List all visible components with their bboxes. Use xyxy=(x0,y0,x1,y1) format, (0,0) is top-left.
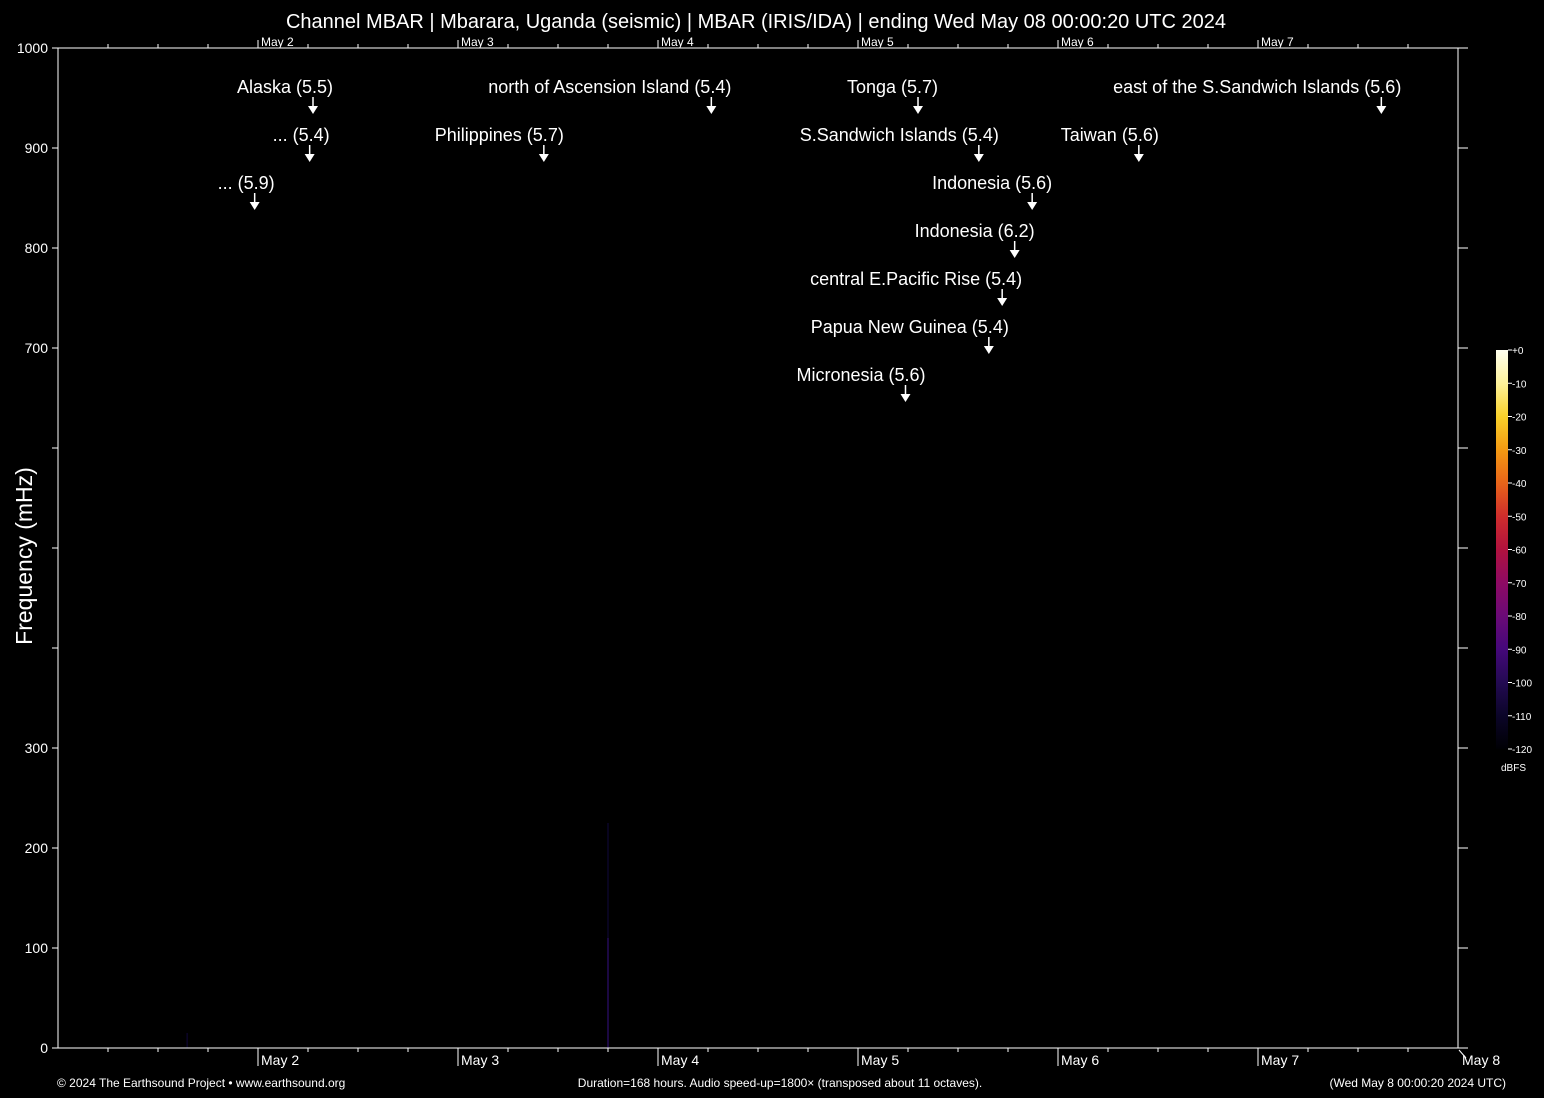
event-arrow-head xyxy=(538,154,549,162)
event-arrow-head xyxy=(900,394,911,402)
colorbar-tick-label: -100 xyxy=(1512,679,1532,690)
footer-timestamp: (Wed May 8 00:00:20 2024 UTC) xyxy=(1329,1076,1506,1090)
event-arrow-head xyxy=(249,202,260,210)
footer-duration: Duration=168 hours. Audio speed-up=1800×… xyxy=(578,1076,982,1090)
event-arrow-head xyxy=(304,154,315,162)
x-date-label-bottom: May 2 xyxy=(261,1052,299,1068)
colorbar-tick-label: -70 xyxy=(1512,579,1527,590)
event-arrow-head xyxy=(973,154,984,162)
event-label: Indonesia (5.6) xyxy=(932,173,1052,193)
event-label: Philippines (5.7) xyxy=(435,125,564,145)
x-date-label-top: May 7 xyxy=(1261,35,1294,49)
x-axis-top-labels: May 2 May 3 May 4 May 5 May 6 May 7 xyxy=(261,35,1294,49)
colorbar-tick-label: -20 xyxy=(1512,413,1527,424)
event-label: Papua New Guinea (5.4) xyxy=(811,317,1009,337)
colorbar-tick-label: -110 xyxy=(1512,712,1532,723)
colorbar-gradient xyxy=(1496,350,1508,749)
y-tick-label: 200 xyxy=(25,840,49,856)
chart-title: Channel MBAR | Mbarara, Uganda (seismic)… xyxy=(286,11,1226,33)
y-tick-label: 900 xyxy=(25,140,49,156)
event-arrow-head xyxy=(308,106,318,114)
colorbar-tick-label: -120 xyxy=(1512,745,1532,756)
colorbar-tick-label: -30 xyxy=(1512,446,1527,457)
event-label: central E.Pacific Rise (5.4) xyxy=(810,269,1022,289)
y-tick-label: 300 xyxy=(25,740,49,756)
event-label: S.Sandwich Islands (5.4) xyxy=(800,125,999,145)
x-date-label-top: May 2 xyxy=(261,35,294,49)
y-tick-label: 0 xyxy=(40,1040,48,1056)
colorbar: +0 -10 -20 -30 -40 -50 -60 -70 -80 -90 -100 -110 -12… xyxy=(1496,346,1532,774)
event-arrow-head xyxy=(1133,154,1144,162)
x-date-label-bottom: May 3 xyxy=(461,1052,499,1068)
x-date-label-bottom: May 4 xyxy=(661,1052,699,1068)
event-label: Indonesia (6.2) xyxy=(915,221,1035,241)
colorbar-tick-label: -90 xyxy=(1512,645,1527,656)
event-arrow-head xyxy=(1027,202,1038,210)
event-annotations: Alaska (5.5) north of Ascension Island (5… xyxy=(218,77,1401,402)
y-axis-label: Frequency (mHz) xyxy=(11,467,37,645)
x-date-label-top: May 6 xyxy=(1061,35,1094,49)
event-arrow-head xyxy=(983,346,994,354)
x-axis-end: May 8 xyxy=(1458,1049,1500,1068)
spectrogram-signals xyxy=(186,823,609,1048)
y-tick-label: 100 xyxy=(25,940,49,956)
x-axis-end-label: May 8 xyxy=(1462,1052,1500,1068)
colorbar-tick-label: -80 xyxy=(1512,612,1527,623)
x-date-label-top: May 4 xyxy=(661,35,694,49)
event-arrow-head xyxy=(913,106,923,114)
x-axis-ticks xyxy=(107,40,1409,1066)
event-arrow-head xyxy=(706,106,717,114)
event-arrow-head xyxy=(997,298,1008,306)
event-arrow-head xyxy=(1009,250,1020,258)
x-axis-end-arrow xyxy=(1458,1049,1467,1059)
colorbar-tick-label: -50 xyxy=(1512,512,1527,523)
event-label: east of the S.Sandwich Islands (5.6) xyxy=(1113,77,1401,97)
event-label: ... (5.4) xyxy=(273,125,330,145)
colorbar-tick-label: -60 xyxy=(1512,546,1527,557)
x-axis-bottom-labels: May 2 May 3 May 4 May 5 May 6 May 7 xyxy=(261,1052,1299,1068)
event-label: Alaska (5.5) xyxy=(237,77,333,97)
y-tick-label: 700 xyxy=(25,340,49,356)
y-axis-ticks: 0 100 200 300 700 800 900 1000 xyxy=(17,40,1468,1056)
colorbar-tick-label: +0 xyxy=(1512,346,1524,357)
event-label: Taiwan (5.6) xyxy=(1061,125,1159,145)
y-tick-label: 800 xyxy=(25,240,49,256)
x-date-label-top: May 5 xyxy=(861,35,894,49)
x-date-label-bottom: May 6 xyxy=(1061,1052,1099,1068)
event-label: Tonga (5.7) xyxy=(847,77,938,97)
x-date-label-top: May 3 xyxy=(461,35,494,49)
event-label: ... (5.9) xyxy=(218,173,275,193)
y-tick-label: 1000 xyxy=(17,40,48,56)
colorbar-ticks: +0 -10 -20 -30 -40 -50 -60 -70 -80 -90 -100 -110 -12… xyxy=(1508,346,1532,756)
event-label: Micronesia (5.6) xyxy=(796,365,925,385)
x-date-label-bottom: May 7 xyxy=(1261,1052,1299,1068)
colorbar-tick-label: -40 xyxy=(1512,479,1527,490)
event-arrow-head xyxy=(1376,106,1387,114)
event-label: north of Ascension Island (5.4) xyxy=(488,77,731,97)
footer-copyright: © 2024 The Earthsound Project • www.eart… xyxy=(57,1076,345,1090)
x-date-label-bottom: May 5 xyxy=(861,1052,899,1068)
colorbar-unit-label: dBFS xyxy=(1501,763,1526,774)
colorbar-tick-label: -10 xyxy=(1512,379,1527,390)
